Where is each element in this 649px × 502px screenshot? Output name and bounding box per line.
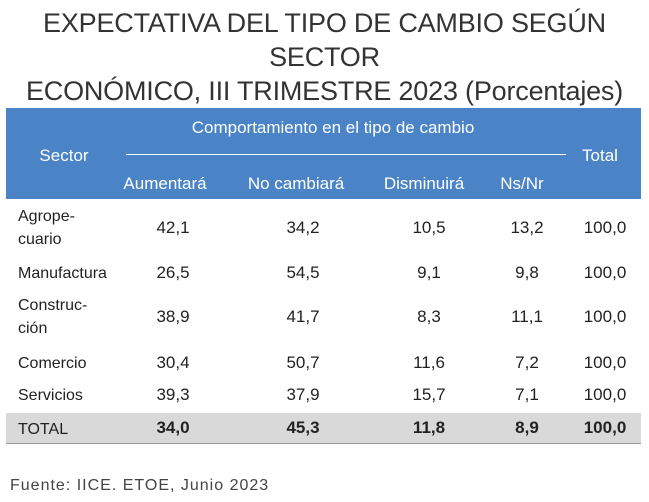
- table-header: Sector Comportamiento en el tipo de camb…: [6, 108, 641, 199]
- header-group: Comportamiento en el tipo de cambio: [191, 118, 475, 137]
- cell-no-cambiara: 41,7: [286, 307, 320, 326]
- table-row: Servicios 39,3 37,9 15,7 7,1 100,0: [6, 379, 641, 413]
- table-row: Manufactura 26,5 54,5 9,1 9,8 100,0: [6, 257, 641, 289]
- header-sector: Sector: [39, 146, 89, 165]
- cell-total: 100,0: [583, 385, 627, 404]
- header-aumentara: Aumentará: [123, 174, 207, 193]
- sector-line: Servicios: [18, 387, 83, 404]
- sector-line: TOTAL: [18, 421, 69, 438]
- cell-aumentara: 39,3: [156, 385, 190, 404]
- sector-line: cuario: [18, 231, 62, 248]
- chart-title: EXPECTATIVA DEL TIPO DE CAMBIO SEGÚN SEC…: [0, 6, 649, 108]
- total-disminuira: 11,8: [412, 418, 446, 437]
- total-row: TOTAL 34,0 45,3 11,8 8,9 100,0: [6, 413, 641, 444]
- table-row: Construc- ción 38,9 41,7 8,3 11,1 100,0: [6, 289, 641, 347]
- source-note: Fuente: IICE. ETOE, Junio 2023: [10, 477, 270, 494]
- cell-nsnr: 7,1: [515, 385, 539, 404]
- sector-line: Comercio: [18, 355, 87, 372]
- row-sector-label: Servicios: [18, 384, 83, 407]
- title-line-2: ECONÓMICO, III TRIMESTRE 2023 (Porcentaj…: [25, 76, 624, 106]
- row-sector-label: Construc- ción: [18, 294, 87, 340]
- header-nsnr: Ns/Nr: [500, 174, 544, 193]
- header-no-cambiara: No cambiará: [247, 174, 345, 193]
- cell-aumentara: 42,1: [156, 218, 190, 237]
- cell-disminuira: 8,3: [417, 307, 441, 326]
- header-disminuira: Disminuirá: [383, 174, 465, 193]
- total-row-label: TOTAL: [18, 418, 68, 441]
- cell-aumentara: 38,9: [156, 307, 190, 326]
- total-total: 100,0: [583, 418, 627, 437]
- cell-disminuira: 11,6: [413, 353, 445, 372]
- sector-line: Manufactura: [18, 265, 107, 282]
- cell-nsnr: 7,2: [515, 353, 539, 372]
- cell-no-cambiara: 34,2: [286, 218, 320, 237]
- cell-total: 100,0: [583, 263, 627, 282]
- cell-disminuira: 9,1: [417, 263, 441, 282]
- sector-line: ción: [18, 320, 48, 337]
- cell-nsnr: 13,2: [510, 218, 544, 237]
- cell-aumentara: 26,5: [156, 263, 190, 282]
- row-sector-label: Comercio: [18, 352, 86, 375]
- cell-total: 100,0: [583, 307, 627, 326]
- cell-no-cambiara: 37,9: [286, 385, 320, 404]
- cell-total: 100,0: [583, 218, 627, 237]
- cell-nsnr: 9,8: [515, 263, 539, 282]
- total-no-cambiara: 45,3: [286, 418, 320, 437]
- cell-no-cambiara: 54,5: [286, 263, 320, 282]
- title-line-1: EXPECTATIVA DEL TIPO DE CAMBIO SEGÚN SEC…: [43, 8, 606, 72]
- row-sector-label: Manufactura: [18, 262, 107, 285]
- cell-disminuira: 15,7: [412, 385, 446, 404]
- total-nsnr: 8,9: [515, 418, 539, 437]
- cell-total: 100,0: [583, 353, 627, 372]
- header-total: Total: [582, 146, 618, 165]
- row-sector-label: Agrope- cuario: [18, 205, 75, 251]
- table-row: Comercio 30,4 50,7 11,6 7,2 100,0: [6, 347, 641, 379]
- table-row: Agrope- cuario 42,1 34,2 10,5 13,2 100,0: [6, 199, 641, 257]
- cell-disminuira: 10,5: [412, 218, 446, 237]
- cell-aumentara: 30,4: [156, 353, 190, 372]
- header-group-rule: [126, 154, 566, 155]
- cell-nsnr: 11,1: [511, 307, 543, 326]
- total-aumentara: 34,0: [156, 418, 190, 437]
- cell-no-cambiara: 50,7: [286, 353, 320, 372]
- sector-line: Construc-: [18, 297, 88, 314]
- data-table: Sector Comportamiento en el tipo de camb…: [6, 108, 641, 444]
- table-bottom-rule: [6, 443, 641, 444]
- sector-line: Agrope-: [18, 208, 75, 225]
